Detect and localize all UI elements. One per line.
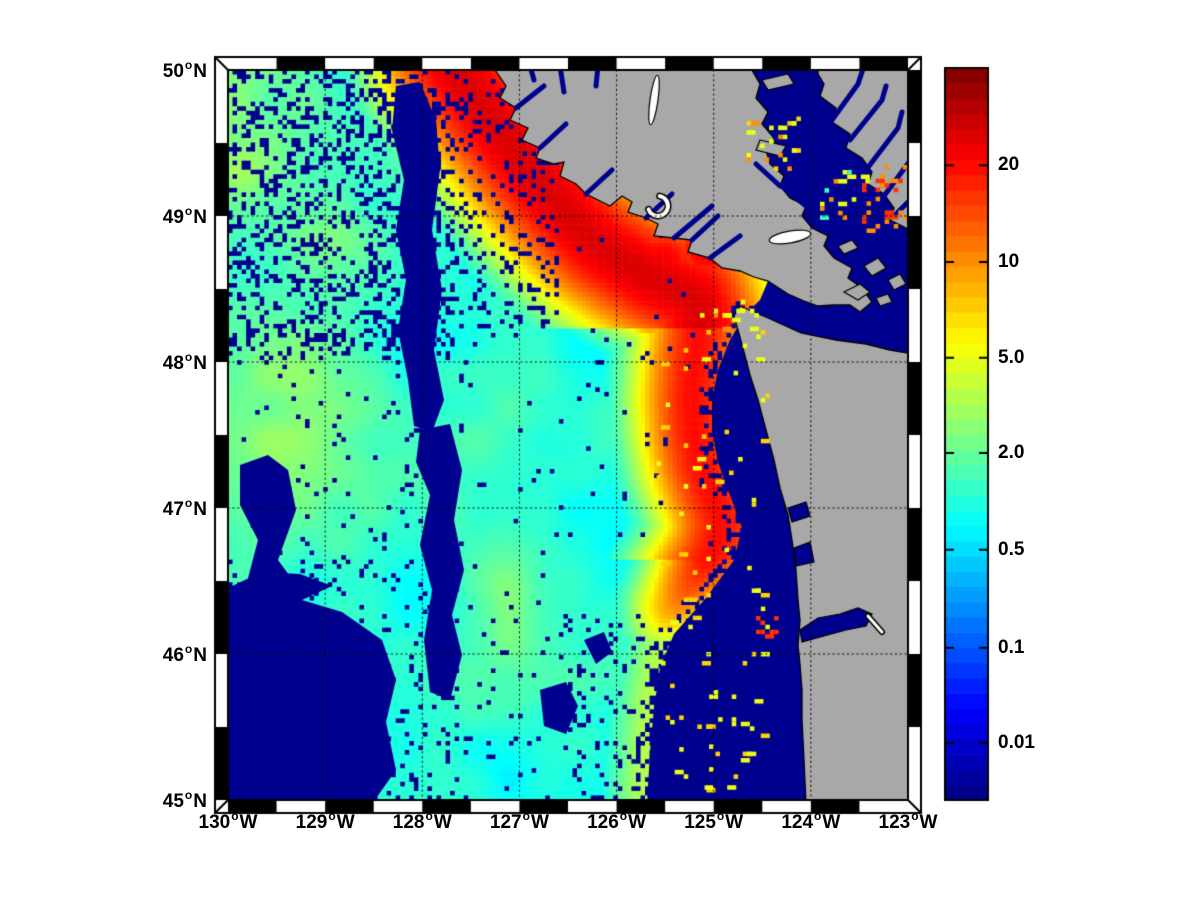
degree-symbol: o (911, 809, 919, 823)
y-tick-label-45N: 45oN (162, 788, 207, 812)
colorbar-tick-label-0.5: 0.5 (998, 538, 1025, 560)
y-tick-label-46N: 46oN (162, 642, 207, 666)
colorbar-tick-label-20: 20 (998, 154, 1020, 176)
degree-symbol: o (184, 496, 193, 510)
degree-symbol: o (184, 58, 193, 72)
x-tick-label-124W: 124oW (781, 809, 841, 833)
x-tick-label-125W: 125oW (684, 809, 744, 833)
map-plot-area (228, 70, 908, 800)
degree-symbol: o (619, 809, 628, 823)
x-tick-label-123W: 123oW (878, 809, 938, 833)
degree-symbol: o (328, 809, 336, 823)
colorbar-tick-label-0.01: 0.01 (998, 731, 1035, 753)
colorbar-tick-label-10: 10 (998, 250, 1020, 272)
degree-symbol: o (184, 642, 193, 656)
x-tick-label-127W: 127oW (489, 809, 549, 833)
degree-symbol: o (425, 809, 433, 823)
x-tick-label-130W: 130oW (198, 809, 258, 833)
y-tick-label-49N: 49oN (162, 204, 207, 228)
degree-symbol: o (231, 809, 239, 823)
colorbar-tick-label-0.1: 0.1 (998, 636, 1025, 658)
x-tick-label-129W: 129oW (295, 809, 355, 833)
y-tick-label-48N: 48oN (162, 350, 207, 374)
y-tick-label-50N: 50oN (162, 58, 207, 82)
x-tick-label-128W: 128oW (392, 809, 452, 833)
degree-symbol: o (716, 809, 725, 823)
x-tick-label-126W: 126oW (587, 809, 647, 833)
degree-symbol: o (522, 809, 530, 823)
degree-symbol: o (184, 204, 193, 218)
degree-symbol: o (184, 788, 193, 802)
colorbar (945, 68, 988, 800)
y-tick-label-47N: 47oN (162, 496, 207, 520)
colorbar-tick-label-2.0: 2.0 (998, 442, 1025, 464)
degree-symbol: o (184, 350, 193, 364)
colorbar-tick-label-5.0: 5.0 (998, 346, 1025, 368)
degree-symbol: o (814, 809, 822, 823)
